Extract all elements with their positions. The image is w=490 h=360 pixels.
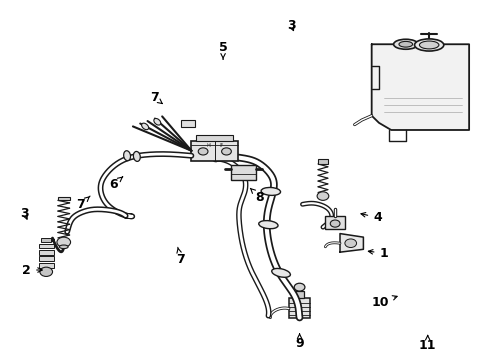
Text: 4: 4 — [361, 211, 382, 224]
Text: 1: 1 — [368, 247, 388, 260]
Ellipse shape — [142, 123, 148, 130]
Text: 5: 5 — [219, 41, 227, 59]
Circle shape — [317, 192, 329, 201]
Ellipse shape — [419, 41, 439, 49]
Ellipse shape — [415, 39, 444, 51]
Circle shape — [125, 154, 129, 157]
Bar — [294, 292, 304, 298]
Ellipse shape — [123, 151, 130, 161]
Text: 10: 10 — [372, 296, 397, 309]
Bar — [196, 135, 233, 141]
Polygon shape — [340, 234, 364, 252]
Ellipse shape — [154, 118, 161, 125]
Text: IF: IF — [220, 143, 224, 148]
Text: 7: 7 — [150, 91, 162, 104]
Bar — [39, 256, 53, 261]
Bar — [289, 298, 310, 318]
Bar — [181, 120, 196, 127]
Polygon shape — [372, 44, 469, 130]
Text: HI: HI — [206, 143, 212, 148]
Circle shape — [402, 41, 410, 47]
Circle shape — [135, 155, 139, 158]
Text: 3: 3 — [21, 207, 29, 220]
Text: 8: 8 — [250, 188, 264, 204]
Text: 2: 2 — [23, 264, 42, 276]
Bar — [231, 165, 256, 180]
Text: 6: 6 — [109, 177, 123, 191]
Text: 7: 7 — [76, 196, 90, 211]
Text: 3: 3 — [287, 19, 295, 32]
Ellipse shape — [294, 283, 305, 291]
Text: 11: 11 — [419, 336, 437, 351]
Text: 7: 7 — [176, 247, 185, 266]
Circle shape — [221, 148, 231, 155]
Ellipse shape — [59, 245, 68, 249]
Ellipse shape — [261, 188, 281, 195]
Ellipse shape — [272, 269, 291, 277]
Circle shape — [198, 148, 208, 155]
Circle shape — [40, 267, 52, 276]
Ellipse shape — [399, 41, 413, 47]
Circle shape — [330, 220, 340, 227]
Ellipse shape — [133, 152, 140, 161]
Circle shape — [345, 239, 357, 248]
Bar — [192, 141, 238, 161]
Ellipse shape — [393, 39, 418, 49]
Bar — [39, 244, 53, 248]
Ellipse shape — [259, 221, 278, 229]
Circle shape — [424, 41, 434, 49]
Text: 9: 9 — [295, 334, 304, 350]
Bar — [41, 238, 51, 242]
Bar — [325, 216, 345, 229]
Bar — [39, 263, 53, 267]
Bar — [39, 250, 53, 255]
Circle shape — [57, 237, 71, 247]
Bar — [318, 159, 328, 164]
Bar — [58, 197, 70, 201]
